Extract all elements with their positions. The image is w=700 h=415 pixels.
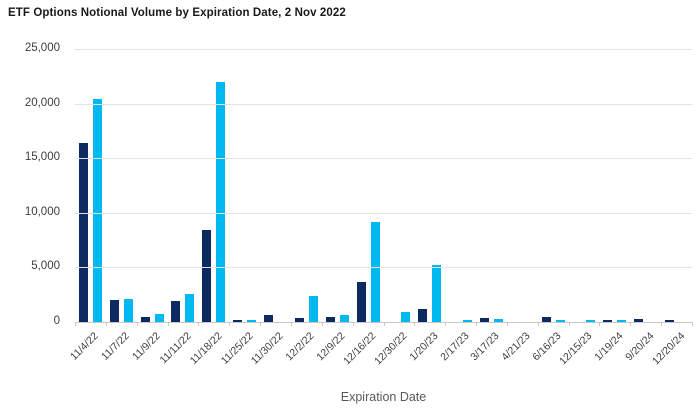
bar-group bbox=[75, 49, 106, 322]
bar-group bbox=[198, 49, 229, 322]
x-axis-tick bbox=[383, 322, 385, 326]
bar-series_2_cyan bbox=[586, 319, 596, 322]
gridline bbox=[75, 212, 692, 214]
x-axis-tick bbox=[167, 322, 169, 326]
bar-group bbox=[137, 49, 168, 322]
bar-group bbox=[229, 49, 260, 322]
bar-series_1_dark_navy bbox=[479, 317, 489, 322]
bar-group bbox=[661, 49, 692, 322]
x-axis-tick bbox=[630, 322, 632, 326]
bar-series_2_cyan bbox=[216, 81, 226, 322]
bar-group bbox=[630, 49, 661, 322]
x-axis-tick bbox=[568, 322, 570, 326]
plot-area: 0 5,000 10,000 15,000 20,000 25,000 11/4/22 11/… bbox=[25, 42, 693, 367]
x-axis-title: Expiration Date bbox=[340, 390, 427, 404]
bar-group bbox=[445, 49, 476, 322]
y-tick-label: 10,000 bbox=[24, 205, 60, 218]
bar-series_1_dark_navy bbox=[541, 316, 551, 322]
bar-series_1_dark_navy bbox=[140, 317, 150, 322]
bar-series_2_cyan bbox=[432, 264, 442, 322]
x-axis-tick bbox=[476, 322, 478, 326]
x-axis-tick bbox=[692, 322, 693, 326]
bar-group bbox=[353, 49, 384, 322]
gridline bbox=[75, 267, 692, 269]
bar-group bbox=[476, 49, 507, 322]
bar-series_1_dark_navy bbox=[78, 142, 88, 322]
bar-series_2_cyan bbox=[92, 99, 102, 322]
x-axis-tick bbox=[599, 322, 601, 326]
bar-series_1_dark_navy bbox=[263, 315, 273, 322]
x-axis-tick bbox=[537, 322, 539, 326]
y-tick-label: 20,000 bbox=[24, 96, 60, 109]
y-tick-label: 5,000 bbox=[31, 260, 60, 273]
bar-group bbox=[260, 49, 291, 322]
bar-series_1_dark_navy bbox=[603, 319, 613, 322]
x-axis-tick bbox=[321, 322, 323, 326]
bar-series_1_dark_navy bbox=[634, 319, 644, 322]
bar-series_2_cyan bbox=[339, 315, 349, 322]
bar-series_2_cyan bbox=[123, 299, 133, 322]
bar-series_2_cyan bbox=[247, 319, 257, 322]
x-axis-tick bbox=[105, 322, 107, 326]
bar-series_1_dark_navy bbox=[294, 317, 304, 322]
bar-series_2_cyan bbox=[154, 313, 164, 322]
x-axis-tick bbox=[445, 322, 447, 326]
x-axis-tick bbox=[198, 322, 200, 326]
bar-series_2_cyan bbox=[493, 319, 503, 322]
x-axis-tick bbox=[414, 322, 416, 326]
y-tick-label: 25,000 bbox=[24, 42, 60, 54]
x-axis-tick bbox=[352, 322, 354, 326]
bar-groups-container bbox=[75, 49, 692, 322]
bar-group bbox=[538, 49, 569, 322]
bar-series_1_dark_navy bbox=[202, 229, 212, 322]
bar-series_1_dark_navy bbox=[664, 319, 674, 322]
bar-group bbox=[414, 49, 445, 322]
bar-series_2_cyan bbox=[617, 319, 627, 322]
bar-group bbox=[322, 49, 353, 322]
bar-series_2_cyan bbox=[555, 320, 565, 322]
bar-series_2_cyan bbox=[463, 319, 473, 322]
bar-series_1_dark_navy bbox=[171, 300, 181, 322]
y-tick-label: 0 bbox=[53, 315, 60, 327]
bar-group bbox=[291, 49, 322, 322]
bar-group bbox=[507, 49, 538, 322]
bar-series_2_cyan bbox=[185, 293, 195, 322]
bar-series_1_dark_navy bbox=[325, 317, 335, 322]
x-axis-tick bbox=[506, 322, 508, 326]
bar-series_2_cyan bbox=[401, 311, 411, 322]
bar-group bbox=[599, 49, 630, 322]
x-axis-tick bbox=[136, 322, 138, 326]
x-axis-tick bbox=[661, 322, 663, 326]
y-tick-label: 15,000 bbox=[24, 151, 60, 164]
gridline bbox=[75, 158, 692, 160]
bar-series_1_dark_navy bbox=[233, 319, 243, 322]
x-axis-tick bbox=[290, 322, 292, 326]
bar-group bbox=[383, 49, 414, 322]
gridline bbox=[75, 103, 692, 105]
bar-group bbox=[569, 49, 600, 322]
bar-group bbox=[106, 49, 137, 322]
bar-series_1_dark_navy bbox=[356, 282, 366, 322]
x-axis-tick bbox=[260, 322, 262, 326]
x-axis-tick bbox=[75, 322, 76, 326]
bar-group bbox=[168, 49, 199, 322]
bar-series_1_dark_navy bbox=[418, 309, 428, 322]
gridline bbox=[75, 49, 692, 50]
x-axis-tick bbox=[229, 322, 231, 326]
bar-series_2_cyan bbox=[308, 296, 318, 322]
bar-series_1_dark_navy bbox=[109, 300, 119, 322]
bar-series_2_cyan bbox=[370, 221, 380, 322]
chart-title: ETF Options Notional Volume by Expiratio… bbox=[8, 7, 346, 19]
